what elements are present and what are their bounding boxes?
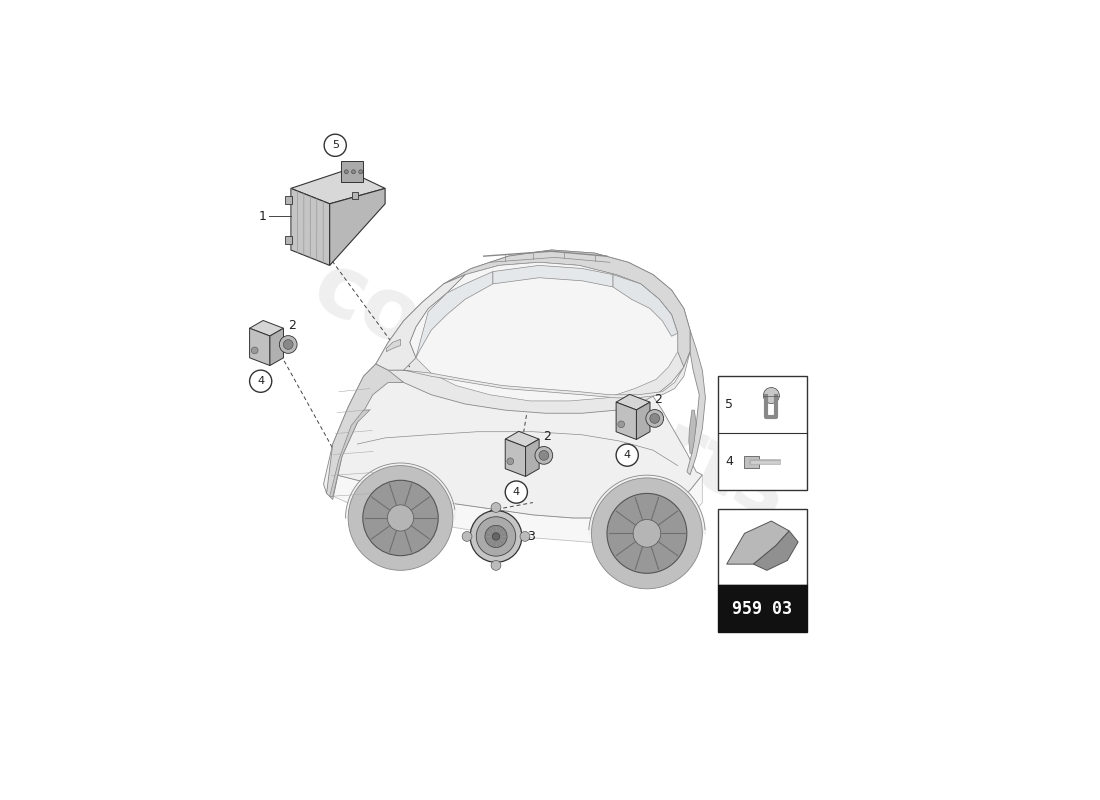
Circle shape [387, 505, 414, 531]
Polygon shape [290, 170, 385, 204]
Polygon shape [376, 274, 465, 370]
Circle shape [491, 502, 501, 513]
Polygon shape [330, 410, 370, 496]
Text: 2: 2 [543, 430, 551, 443]
Polygon shape [616, 394, 650, 410]
FancyBboxPatch shape [352, 192, 359, 199]
Circle shape [646, 410, 663, 427]
Circle shape [618, 421, 625, 428]
Polygon shape [376, 352, 690, 398]
Text: 4: 4 [257, 376, 264, 386]
Polygon shape [250, 328, 270, 366]
Polygon shape [270, 328, 284, 366]
Circle shape [507, 458, 514, 465]
Circle shape [535, 446, 552, 464]
Text: a passion for parts since 1985: a passion for parts since 1985 [433, 410, 694, 521]
Circle shape [250, 370, 272, 392]
Circle shape [634, 519, 661, 547]
Polygon shape [409, 262, 678, 401]
Polygon shape [443, 250, 690, 367]
FancyBboxPatch shape [285, 197, 292, 204]
Polygon shape [689, 410, 696, 454]
Circle shape [462, 531, 472, 542]
Circle shape [539, 450, 549, 460]
FancyBboxPatch shape [717, 376, 807, 490]
Circle shape [763, 387, 779, 403]
Text: 4: 4 [513, 487, 520, 497]
Polygon shape [376, 250, 690, 414]
Circle shape [359, 170, 363, 174]
Text: coolnparts: coolnparts [299, 245, 801, 538]
Circle shape [505, 481, 527, 503]
Circle shape [616, 444, 638, 466]
FancyBboxPatch shape [285, 237, 292, 244]
Circle shape [344, 170, 349, 174]
FancyBboxPatch shape [341, 161, 363, 182]
Circle shape [493, 533, 499, 540]
Circle shape [470, 510, 521, 562]
Polygon shape [330, 188, 385, 266]
Text: 4: 4 [624, 450, 630, 460]
Bar [745, 455, 759, 468]
Polygon shape [493, 266, 613, 287]
Polygon shape [250, 321, 284, 336]
Text: 5: 5 [332, 140, 339, 150]
Circle shape [491, 561, 501, 570]
Text: 2: 2 [654, 393, 662, 406]
Polygon shape [686, 330, 705, 475]
Circle shape [592, 478, 702, 589]
Polygon shape [323, 364, 388, 494]
Circle shape [352, 170, 355, 174]
Polygon shape [327, 475, 703, 542]
Text: 1: 1 [258, 210, 267, 222]
Circle shape [348, 466, 453, 570]
Text: 959 03: 959 03 [733, 599, 792, 618]
Polygon shape [727, 521, 789, 564]
Polygon shape [327, 364, 404, 499]
Polygon shape [505, 439, 526, 477]
Text: 3: 3 [527, 530, 535, 543]
Text: 4: 4 [725, 455, 733, 468]
Polygon shape [613, 274, 678, 336]
Circle shape [650, 414, 660, 423]
FancyBboxPatch shape [717, 585, 807, 632]
Polygon shape [637, 402, 650, 439]
Text: 5: 5 [725, 398, 733, 411]
Polygon shape [505, 431, 539, 447]
Circle shape [279, 336, 297, 354]
Polygon shape [754, 531, 799, 570]
Circle shape [284, 340, 293, 350]
Circle shape [520, 531, 530, 542]
Polygon shape [386, 339, 400, 352]
Polygon shape [290, 188, 330, 266]
FancyBboxPatch shape [717, 509, 807, 585]
Circle shape [363, 480, 438, 556]
Polygon shape [526, 439, 539, 477]
Polygon shape [327, 346, 703, 518]
Polygon shape [416, 271, 493, 358]
Circle shape [485, 526, 507, 547]
Circle shape [476, 517, 516, 556]
Circle shape [324, 134, 346, 156]
Circle shape [607, 494, 686, 574]
Polygon shape [616, 402, 637, 439]
Circle shape [251, 347, 258, 354]
Text: 2: 2 [288, 319, 296, 332]
